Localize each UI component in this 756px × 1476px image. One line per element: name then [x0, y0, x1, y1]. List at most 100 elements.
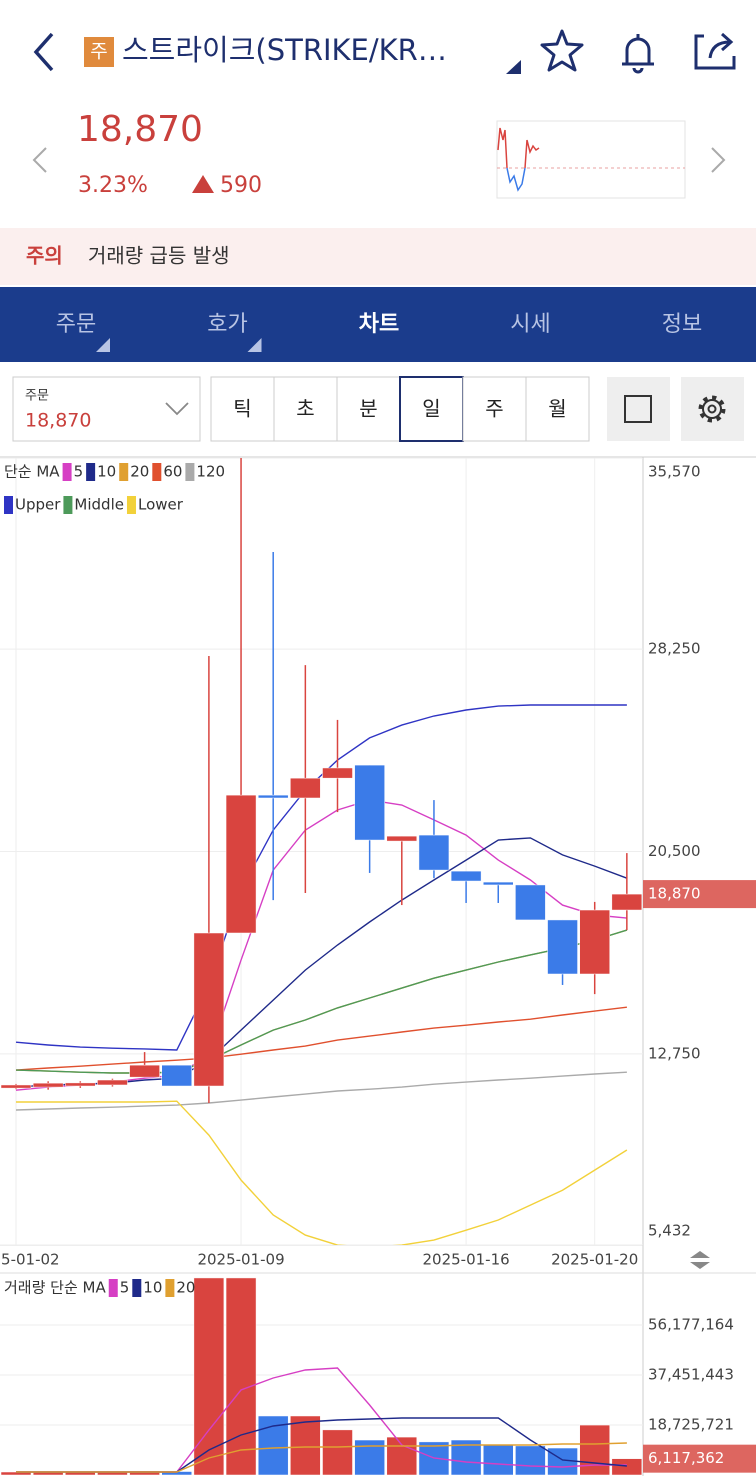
- alert-icon[interactable]: [622, 34, 654, 74]
- change-percent: 3.23%: [78, 173, 148, 198]
- candle-body: [225, 794, 257, 934]
- mini-line-up2: [524, 139, 540, 169]
- legend-swatch: [119, 463, 129, 481]
- legend-swatch: [108, 1279, 118, 1297]
- badge: 주: [90, 41, 107, 63]
- legend-label: 120: [196, 463, 225, 481]
- legend-swatch: [152, 463, 162, 481]
- candle-body: [611, 893, 643, 911]
- last-value-tag: [643, 1444, 756, 1473]
- candle-body: [515, 884, 546, 921]
- order-select-value: 18,870: [25, 410, 91, 432]
- candle-body: [386, 835, 418, 842]
- share-icon[interactable]: [694, 32, 736, 70]
- candle-body: [97, 1079, 128, 1086]
- indicator-line: [15, 1006, 627, 1071]
- candle-body: [290, 777, 321, 799]
- mini-line-up: [497, 127, 508, 169]
- volume-bar: [483, 1444, 514, 1476]
- title-dropdown[interactable]: [506, 60, 521, 74]
- gear-body: [702, 399, 722, 419]
- y-tick-label: 12,750: [648, 1044, 701, 1062]
- y-tick-label: 5,432: [648, 1222, 691, 1240]
- legend-swatch: [4, 496, 13, 514]
- indicator-line: [16, 1100, 628, 1245]
- y-tick-label: 37,451,443: [648, 1365, 734, 1383]
- legend-swatch: [132, 1279, 142, 1297]
- candle-body: [418, 834, 450, 871]
- tab[interactable]: 차트: [359, 312, 399, 337]
- candle-body: [450, 870, 482, 882]
- last-value-tag: [643, 880, 756, 909]
- legend-label: 60: [163, 463, 182, 481]
- volume-bar: [290, 1415, 321, 1476]
- volume-bar: [515, 1445, 546, 1476]
- current-price: 18,870: [77, 109, 203, 150]
- tab[interactable]: 시세: [510, 312, 550, 337]
- x-tick-label: 2025-01-09: [197, 1251, 284, 1269]
- candle-body: [579, 909, 610, 975]
- mini-line-down: [506, 167, 526, 192]
- volume-bar: [322, 1429, 353, 1476]
- indicator-line: [15, 929, 628, 1074]
- period-label: 초: [296, 397, 314, 421]
- candle-body: [257, 794, 289, 799]
- period-button[interactable]: [273, 376, 338, 442]
- value-axes: 5,432 12,750 20,500 28,250 35,570 18,725,721 3…: [643, 463, 756, 1473]
- gear-teeth: [698, 395, 726, 423]
- candle-body: [193, 932, 225, 1087]
- next-stock[interactable]: [711, 147, 726, 173]
- order-select[interactable]: [12, 376, 201, 442]
- date-axis: 2025-01-02 2025-01-09 2025-01-16 2025-01-20: [0, 1251, 638, 1269]
- volume-bar: [225, 1277, 257, 1476]
- period-label: 주: [485, 397, 503, 421]
- stock-title[interactable]: 스트라이크(STRIKE/KR…: [122, 33, 447, 67]
- indicator-line: [15, 704, 627, 1051]
- candle-body: [65, 1082, 96, 1087]
- legend-title: 단순 MA: [4, 463, 60, 481]
- indicator-line: [16, 1442, 627, 1473]
- volume-bar: [579, 1424, 610, 1476]
- draw-button[interactable]: [607, 377, 670, 441]
- up-arrow: [192, 175, 214, 193]
- legend-label: 10: [97, 463, 116, 481]
- candle-body: [129, 1064, 160, 1078]
- tab[interactable]: 주문: [56, 312, 96, 337]
- candle-body: [161, 1064, 192, 1087]
- favorite-icon[interactable]: [540, 29, 584, 72]
- legend-swatch: [185, 463, 195, 481]
- select-chevron: [165, 402, 189, 416]
- period-label: 틱: [233, 397, 251, 421]
- indicator-line: [15, 1071, 627, 1111]
- y-tick-label: 56,177,164: [648, 1315, 734, 1333]
- candle-body: [0, 1084, 32, 1089]
- candle-body: [483, 881, 514, 886]
- mini-chart[interactable]: [496, 120, 686, 199]
- legend-label: Lower: [138, 496, 184, 514]
- resize-down[interactable]: [690, 1262, 710, 1269]
- prev-stock[interactable]: [32, 147, 47, 173]
- y-tick-label: 20,500: [648, 842, 701, 860]
- draw-icon: [624, 395, 652, 423]
- resize-up[interactable]: [690, 1251, 710, 1258]
- legend-swatch: [86, 463, 96, 481]
- notice-text: 거래량 급등 발생: [88, 244, 230, 268]
- tab[interactable]: 호가: [207, 312, 247, 337]
- period-button[interactable]: [210, 376, 275, 442]
- volume-plot: [0, 1277, 643, 1476]
- last-value-label: 18,870: [648, 885, 701, 903]
- period-button[interactable]: [525, 376, 590, 442]
- period-label: 분: [359, 397, 377, 421]
- back-button[interactable]: [33, 32, 54, 72]
- price-plot: [0, 458, 643, 1245]
- period-button[interactable]: [336, 376, 401, 442]
- period-label: 일: [422, 397, 440, 421]
- y-tick-label: 18,725,721: [648, 1415, 734, 1433]
- legend-swatch: [126, 496, 136, 514]
- x-tick-label: 2025-01-16: [423, 1251, 510, 1269]
- notice-bar: [0, 228, 756, 285]
- legend-label: 20: [176, 1279, 195, 1297]
- tab[interactable]: 정보: [662, 312, 702, 337]
